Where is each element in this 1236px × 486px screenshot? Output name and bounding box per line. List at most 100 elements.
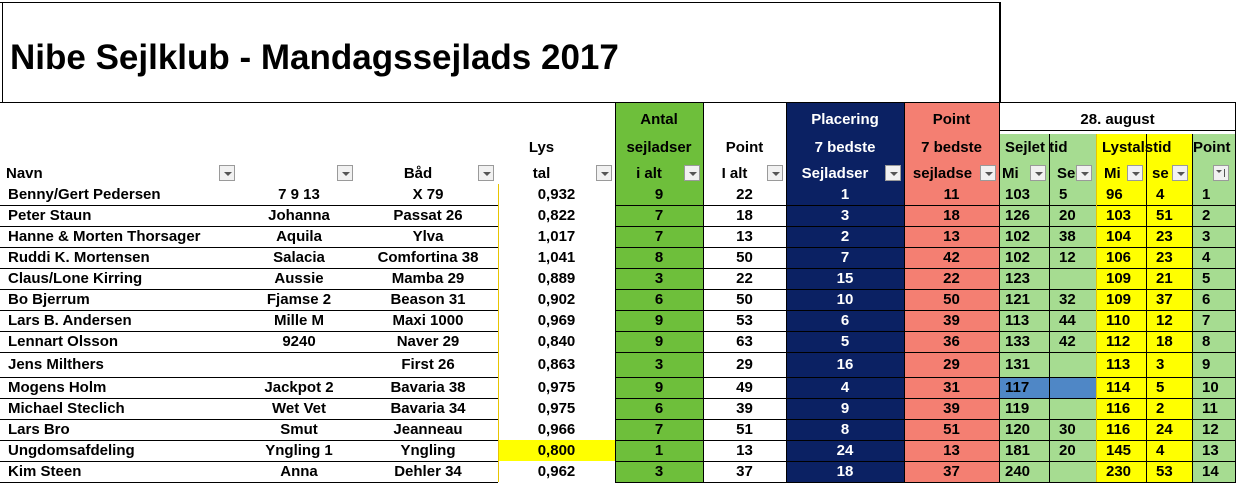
- lystalstid-label: Lystalstid: [1102, 138, 1172, 156]
- lys-filter-button[interactable]: [596, 165, 612, 181]
- cell-smin: 117: [999, 377, 1049, 398]
- row-border-right: [615, 377, 1236, 378]
- cell-p7: 37: [904, 461, 999, 482]
- cell-antal: 1: [615, 440, 703, 461]
- cell-pt: 6: [1192, 289, 1236, 310]
- cell-lys: 1,041: [537, 249, 576, 266]
- point7-sub-label: 7 bedste: [921, 138, 982, 156]
- cell-baad: Yngling: [400, 442, 456, 459]
- antal-filter-button[interactable]: [684, 165, 700, 181]
- cell-baad: Bavaria 34: [390, 400, 466, 417]
- lystal-min-filter-button[interactable]: [1127, 165, 1143, 181]
- row-border-right: [615, 419, 1236, 420]
- cell-plac: 15: [786, 268, 904, 289]
- cell-lsek: 18: [1146, 331, 1192, 352]
- cell-plac: 10: [786, 289, 904, 310]
- cell-p7: 36: [904, 331, 999, 352]
- cell-lsek: 5: [1146, 377, 1192, 398]
- cell-lmin: 230: [1096, 461, 1146, 482]
- pointcut-label: Point: [1193, 138, 1231, 156]
- nr-filter-button[interactable]: [337, 165, 353, 181]
- cell-plac: 8: [786, 419, 904, 440]
- cell-point: 39: [736, 400, 753, 417]
- cell-lys: 1,017: [537, 228, 576, 245]
- cell-plac: 7: [786, 247, 904, 268]
- row-border-left: [0, 482, 498, 483]
- point-filter-button[interactable]: [767, 165, 783, 181]
- cell-lsek: 51: [1146, 205, 1192, 226]
- cell-pt: 1: [1192, 184, 1236, 205]
- cell-nr: Smut: [280, 421, 318, 438]
- cell-p7: 31: [904, 377, 999, 398]
- cell-baad: Jeanneau: [393, 421, 463, 438]
- cell-pt: 12: [1192, 419, 1236, 440]
- cell-baad: Naver 29: [396, 333, 460, 350]
- cell-smin: 121: [999, 289, 1049, 310]
- cell-smin: 240: [999, 461, 1049, 482]
- placering-filter-button[interactable]: [885, 165, 901, 181]
- baad-filter-button[interactable]: [478, 165, 494, 181]
- placering-label: Placering: [811, 110, 879, 128]
- cell-lsek: 23: [1146, 226, 1192, 247]
- row-border-right: [615, 398, 1236, 399]
- sejlet-min-filter-button[interactable]: [1030, 165, 1046, 181]
- lys-tal-label: tal: [532, 164, 551, 182]
- cell-point: 13: [736, 228, 753, 245]
- row-border-left: [0, 440, 498, 441]
- cell-p7: 39: [904, 398, 999, 419]
- cell-navn: Lennart Olsson: [8, 333, 119, 350]
- title-right-edge: [1000, 2, 1001, 102]
- cell-antal: 9: [615, 377, 703, 398]
- cell-p7: 50: [904, 289, 999, 310]
- sejlet-sek-filter-button[interactable]: [1076, 165, 1092, 181]
- lystal-sek-filter-button[interactable]: [1172, 165, 1188, 181]
- column-border: [904, 102, 905, 482]
- cell-lys: 0,966: [537, 421, 576, 438]
- cell-lys: 0,902: [537, 291, 576, 308]
- cell-ssek: [1049, 352, 1096, 377]
- cell-smin: 181: [999, 440, 1049, 461]
- cell-lys: 0,822: [537, 207, 576, 224]
- cell-p7: 11: [904, 184, 999, 205]
- cell-antal: 9: [615, 331, 703, 352]
- cell-point: 53: [736, 312, 753, 329]
- cell-ssek: 5: [1049, 184, 1096, 205]
- row-border-left: [0, 377, 498, 378]
- sejlet-min-label: Mi: [1002, 164, 1019, 182]
- cell-plac: 6: [786, 310, 904, 331]
- cell-ssek: [1049, 268, 1096, 289]
- cell-nr: Mille M: [273, 312, 324, 329]
- row-border-left: [0, 419, 498, 420]
- lystal-left-border: [1096, 134, 1097, 482]
- cell-antal: 7: [615, 419, 703, 440]
- sejlet-sek-label: Se: [1057, 164, 1076, 182]
- navn-filter-button[interactable]: [219, 165, 235, 181]
- cell-pt: 10: [1192, 377, 1236, 398]
- cell-lsek: 3: [1146, 352, 1192, 377]
- cell-lsek: 23: [1146, 247, 1192, 268]
- antal-i-alt-label: i alt: [636, 164, 662, 182]
- row-border-right: [615, 331, 1236, 332]
- cell-lys: 0,975: [537, 400, 576, 417]
- row-border-right: [615, 310, 1236, 311]
- cell-p7: 13: [904, 440, 999, 461]
- cell-navn: Michael Steclich: [8, 400, 125, 417]
- pointcut-sort-button[interactable]: [1213, 165, 1229, 181]
- cell-lmin: 116: [1096, 419, 1146, 440]
- point7-filter-button[interactable]: [980, 165, 996, 181]
- cell-smin: 131: [999, 352, 1049, 377]
- point7-label: Point: [932, 110, 971, 128]
- cell-lys: 0,863: [537, 356, 576, 373]
- lys-left-border: [498, 184, 499, 482]
- cell-smin: 133: [999, 331, 1049, 352]
- cell-pt: 5: [1192, 268, 1236, 289]
- cell-navn: Bo Bjerrum: [8, 291, 90, 308]
- cell-nr: Aussie: [274, 270, 324, 287]
- cell-nr: Anna: [280, 463, 318, 480]
- placering-sejladser-label: Sejladser: [801, 164, 869, 182]
- row-border-left: [0, 352, 498, 353]
- cell-baad: First 26: [401, 356, 455, 373]
- cell-ssek: 20: [1049, 205, 1096, 226]
- navn-label: Navn: [6, 164, 43, 182]
- cell-lys: 0,962: [537, 463, 576, 480]
